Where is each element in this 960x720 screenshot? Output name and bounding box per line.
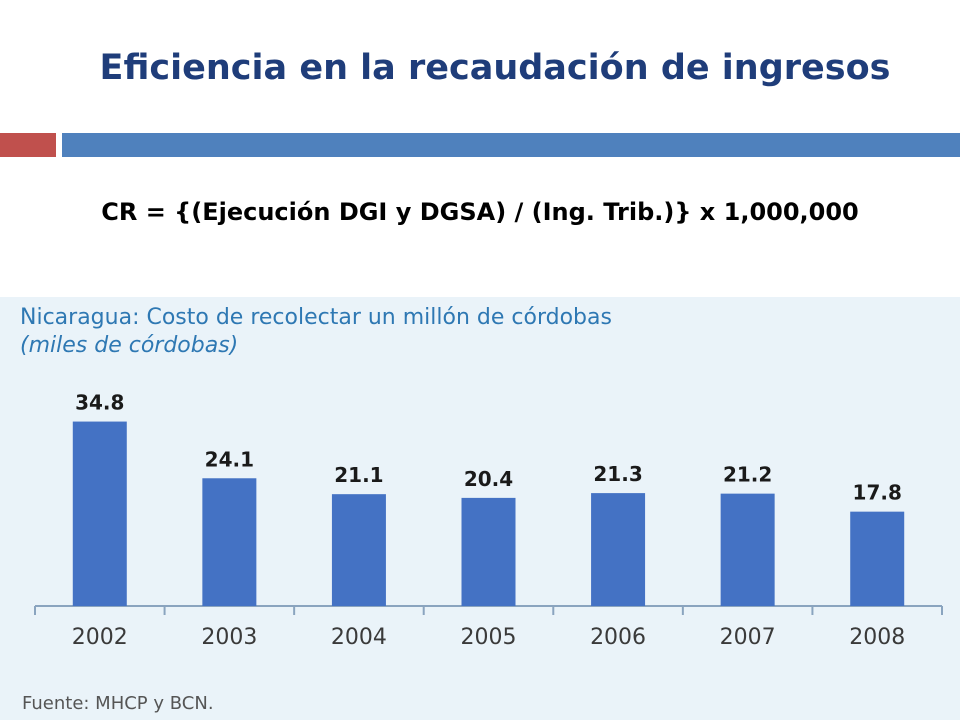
- tick-label-2008: 2008: [849, 625, 905, 650]
- tick-label-2006: 2006: [590, 625, 646, 650]
- data-label-2007: 21.2: [723, 463, 772, 487]
- bar-2005: [461, 497, 516, 606]
- chart-subtitle: (miles de córdobas): [20, 333, 239, 358]
- accent-bar-blue: [62, 133, 960, 157]
- tick-label-2003: 2003: [201, 625, 257, 650]
- bar-2007: [720, 493, 775, 606]
- tick-label-2004: 2004: [331, 625, 387, 650]
- tick-label-2002: 2002: [72, 625, 128, 650]
- data-label-2008: 17.8: [853, 481, 902, 505]
- bar-2006: [591, 493, 646, 606]
- bar-2002: [72, 421, 127, 606]
- accent-bar-red: [0, 133, 56, 157]
- bar-2008: [850, 511, 905, 606]
- data-label-2004: 21.1: [334, 463, 383, 487]
- formula: CR = {(Ejecución DGI y DGSA) / (Ing. Tri…: [101, 198, 859, 226]
- data-label-2006: 21.3: [593, 462, 642, 486]
- chart-title: Nicaragua: Costo de recolectar un millón…: [20, 305, 612, 330]
- tick-label-2005: 2005: [461, 625, 517, 650]
- chart-source: Fuente: MHCP y BCN.: [22, 693, 214, 714]
- data-label-2003: 24.1: [205, 447, 254, 471]
- slide-title: Eficiencia en la recaudación de ingresos: [99, 48, 891, 88]
- data-label-2005: 20.4: [464, 467, 513, 491]
- tick-label-2007: 2007: [720, 625, 776, 650]
- data-label-2002: 34.8: [75, 391, 124, 415]
- bar-2004: [331, 494, 386, 606]
- bar-2003: [202, 478, 257, 606]
